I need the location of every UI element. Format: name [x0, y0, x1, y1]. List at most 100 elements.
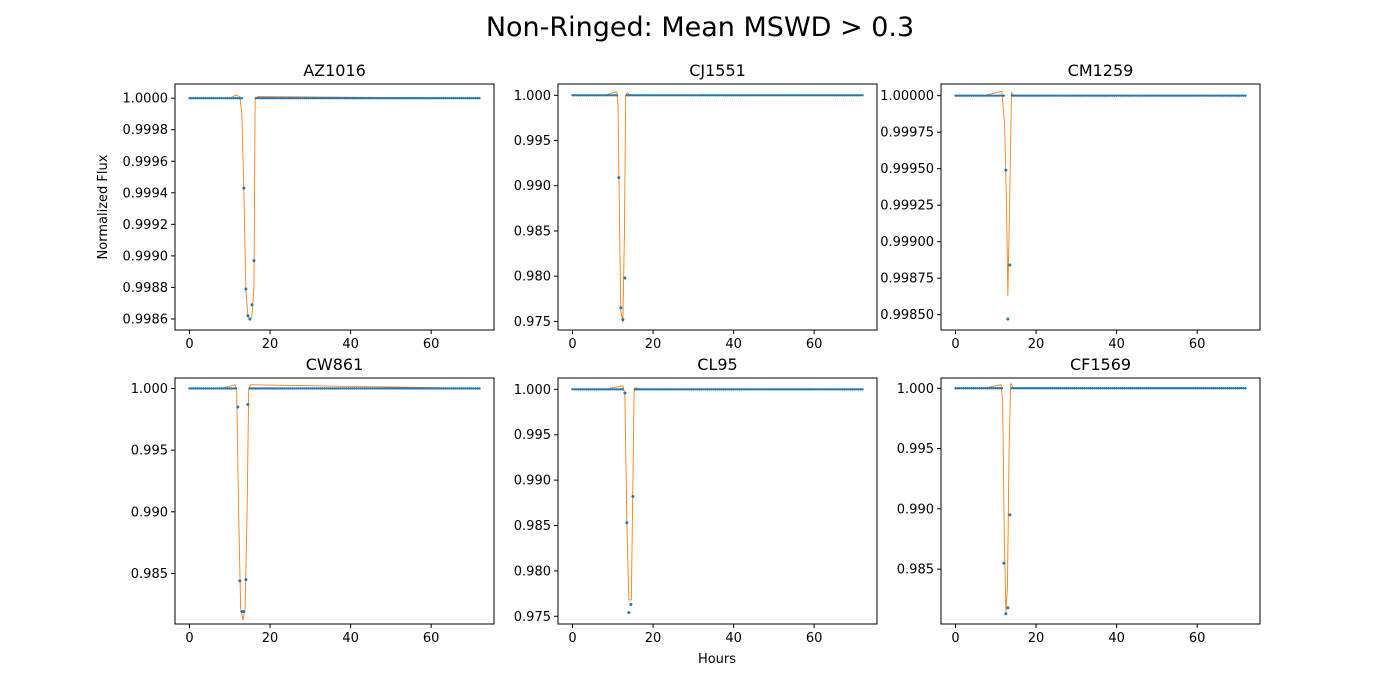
data-point [577, 388, 580, 391]
y-tick-label: 0.975 [514, 315, 551, 330]
data-point [395, 96, 399, 100]
data-point [1109, 94, 1112, 97]
data-point [331, 96, 334, 100]
data-point [629, 94, 633, 97]
data-point [399, 96, 403, 100]
data-point [998, 387, 1002, 390]
data-point [760, 388, 764, 391]
x-tick-label: 0 [568, 337, 576, 352]
x-tick-label: 0 [951, 337, 959, 352]
data-point [829, 388, 832, 391]
data-point [1000, 94, 1004, 97]
data-point [825, 388, 828, 391]
data-point [278, 96, 282, 100]
y-tick-label: 1.000 [897, 382, 934, 397]
data-point [202, 96, 205, 100]
data-point [678, 94, 681, 97]
data-point [756, 94, 759, 97]
data-point [696, 94, 699, 97]
data-point [1183, 94, 1187, 97]
data-point [1079, 94, 1082, 97]
data-point [1197, 94, 1201, 97]
data-point [627, 94, 631, 97]
data-point [188, 96, 191, 100]
data-point [1057, 94, 1060, 97]
data-point [1010, 94, 1014, 97]
data-point [837, 388, 840, 391]
data-point [452, 387, 455, 390]
subplot-title: CM1259 [1068, 61, 1134, 80]
data-point [746, 388, 749, 391]
data-point [671, 94, 675, 97]
data-point [1093, 387, 1096, 390]
data-point [1181, 387, 1185, 390]
data-point [758, 94, 761, 97]
data-point [575, 388, 578, 391]
data-point [280, 387, 284, 390]
data-point [313, 96, 316, 100]
data-point [1095, 387, 1098, 390]
data-point [1059, 387, 1062, 390]
data-point [429, 387, 433, 390]
data-point [859, 388, 862, 391]
data-point [438, 96, 441, 100]
transit-point [244, 578, 248, 582]
data-point [385, 387, 389, 390]
data-point [571, 94, 574, 97]
data-point [690, 94, 693, 97]
data-point [1038, 387, 1042, 390]
data-point [403, 96, 407, 100]
data-point [375, 387, 378, 390]
data-point [1143, 387, 1147, 390]
y-tick-label: 1.0000 [123, 92, 169, 107]
data-point [313, 387, 316, 390]
data-point [1095, 94, 1098, 97]
data-point [579, 94, 582, 97]
data-point [291, 387, 294, 390]
model-line [572, 91, 863, 323]
data-point [829, 94, 832, 97]
data-point [254, 387, 258, 390]
data-point [593, 94, 596, 97]
data-point [276, 96, 280, 100]
subplot-cm1259: CM1259 0 20 40 60 0.99850 0.99875 0.99900 0.9992… [880, 61, 1261, 352]
data-point [780, 94, 784, 97]
data-point [1195, 94, 1199, 97]
data-point [478, 96, 481, 100]
data-point [355, 387, 358, 390]
data-point [1020, 94, 1024, 97]
data-point [1117, 387, 1120, 390]
data-point [192, 96, 195, 100]
data-point [272, 387, 276, 390]
data-point [986, 94, 989, 97]
data-point [784, 388, 788, 391]
data-point [684, 94, 687, 97]
data-point [978, 94, 981, 97]
data-point [651, 94, 655, 97]
data-point [472, 387, 475, 390]
data-point [218, 387, 221, 390]
data-point [1141, 94, 1144, 97]
data-point [1167, 94, 1171, 97]
data-point [722, 388, 725, 391]
data-point [581, 94, 584, 97]
y-tick-label: 1.000 [131, 382, 168, 397]
y-tick-label: 0.990 [131, 505, 168, 520]
data-point [609, 94, 612, 97]
data-point [764, 94, 768, 97]
data-point [258, 96, 262, 100]
data-point [849, 94, 852, 97]
data-point [810, 94, 814, 97]
data-point [1226, 94, 1229, 97]
data-point [615, 388, 619, 391]
data-point [369, 96, 372, 100]
data-point [744, 94, 747, 97]
data-point [403, 387, 407, 390]
data-point [1155, 94, 1159, 97]
data-point [284, 96, 288, 100]
data-point [284, 387, 288, 390]
x-tick-label: 0 [951, 631, 959, 646]
data-point [309, 96, 312, 100]
data-point [341, 387, 344, 390]
